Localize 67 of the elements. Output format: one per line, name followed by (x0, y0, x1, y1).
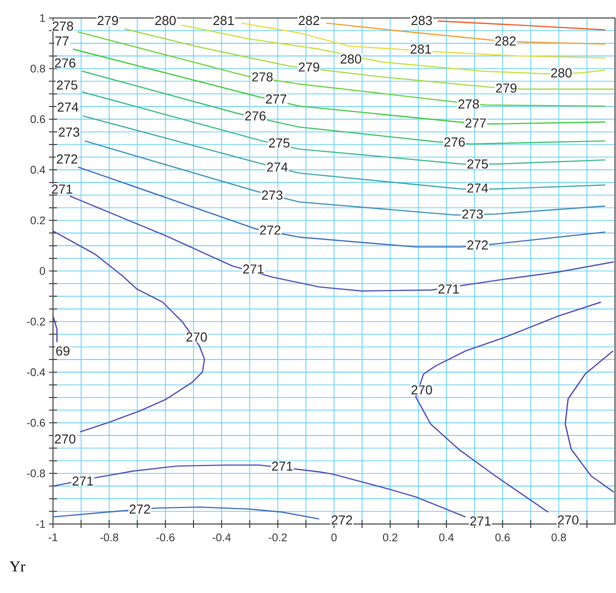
annotation: 280 (551, 68, 572, 78)
annotation: 271 (272, 462, 293, 471)
annotation: 272 (130, 504, 150, 514)
x-tick-label: -0.4 (212, 534, 231, 542)
annotation: 278 (252, 72, 273, 82)
x-axis-title: Yr (10, 562, 26, 572)
annotation: 69 (56, 346, 70, 356)
annotation: 272 (56, 154, 78, 164)
annotation: 277 (465, 118, 486, 128)
y-tick-label: -0.2 (27, 318, 45, 326)
annotation: 270 (558, 515, 578, 525)
annotation: 275 (467, 159, 488, 169)
annotation: 275 (269, 138, 290, 148)
y-tick-label: -0.4 (27, 368, 46, 376)
x-tick-label: -1 (48, 534, 58, 542)
y-tick-label: -0.6 (27, 418, 46, 427)
annotation: 271 (470, 516, 491, 526)
annotation: 279 (298, 62, 320, 72)
annotation: 274 (267, 162, 288, 172)
x-tick-label: -0.8 (100, 534, 118, 542)
annotation: 281 (410, 44, 432, 54)
y-tick-label: 0.2 (30, 216, 45, 224)
annotation: 279 (98, 16, 118, 26)
annotation: 282 (298, 16, 320, 26)
x-tick-label: 0.4 (439, 534, 454, 542)
x-tick-label: 0.6 (495, 534, 510, 542)
annotation: 274 (467, 183, 488, 193)
annotation: 275 (56, 80, 78, 90)
y-tick-label: -1 (36, 520, 45, 528)
annotation: 270 (54, 434, 76, 444)
y-tick-label: 0 (40, 267, 46, 275)
annotation: 271 (52, 184, 72, 194)
annotation: 277 (266, 94, 286, 104)
annotation: 282 (495, 36, 516, 46)
annotation: 272 (260, 225, 280, 235)
y-tick-label: -0.8 (27, 470, 46, 478)
x-tick-label: 0.2 (382, 534, 398, 542)
y-tick-label: 0.6 (30, 115, 46, 124)
y-tick-label: 1 (40, 14, 45, 22)
annotation: 270 (411, 385, 432, 395)
annotation: 271 (72, 476, 93, 486)
annotation: 279 (496, 83, 516, 93)
x-tick-label: 0.8 (552, 534, 566, 542)
x-tick-label: -0.2 (268, 534, 287, 542)
annotation: 281 (213, 16, 234, 26)
annotation: 283 (411, 16, 432, 26)
annotation: 271 (243, 264, 264, 274)
x-tick-label: -0.6 (156, 534, 174, 542)
y-tick-label: 0.8 (30, 64, 46, 72)
annotation: 272 (332, 515, 352, 524)
annotation: 273 (462, 209, 483, 219)
annotation: 273 (58, 127, 80, 137)
annotation: 270 (186, 332, 207, 342)
annotation: 278 (52, 21, 74, 31)
x-tick-label: 0 (331, 534, 337, 542)
annotation: 276 (245, 111, 266, 121)
annotation: 280 (155, 16, 176, 26)
annotation: 274 (58, 102, 78, 112)
annotation: 276 (444, 137, 465, 147)
annotation: 278 (458, 99, 479, 109)
annotation: 77 (55, 36, 69, 46)
annotation: 276 (54, 58, 76, 68)
annotation: 271 (438, 284, 459, 294)
y-tick-label: 0.4 (30, 166, 46, 174)
annotation: 272 (467, 240, 488, 250)
annotation: 280 (340, 54, 362, 64)
annotation: 273 (262, 190, 282, 200)
